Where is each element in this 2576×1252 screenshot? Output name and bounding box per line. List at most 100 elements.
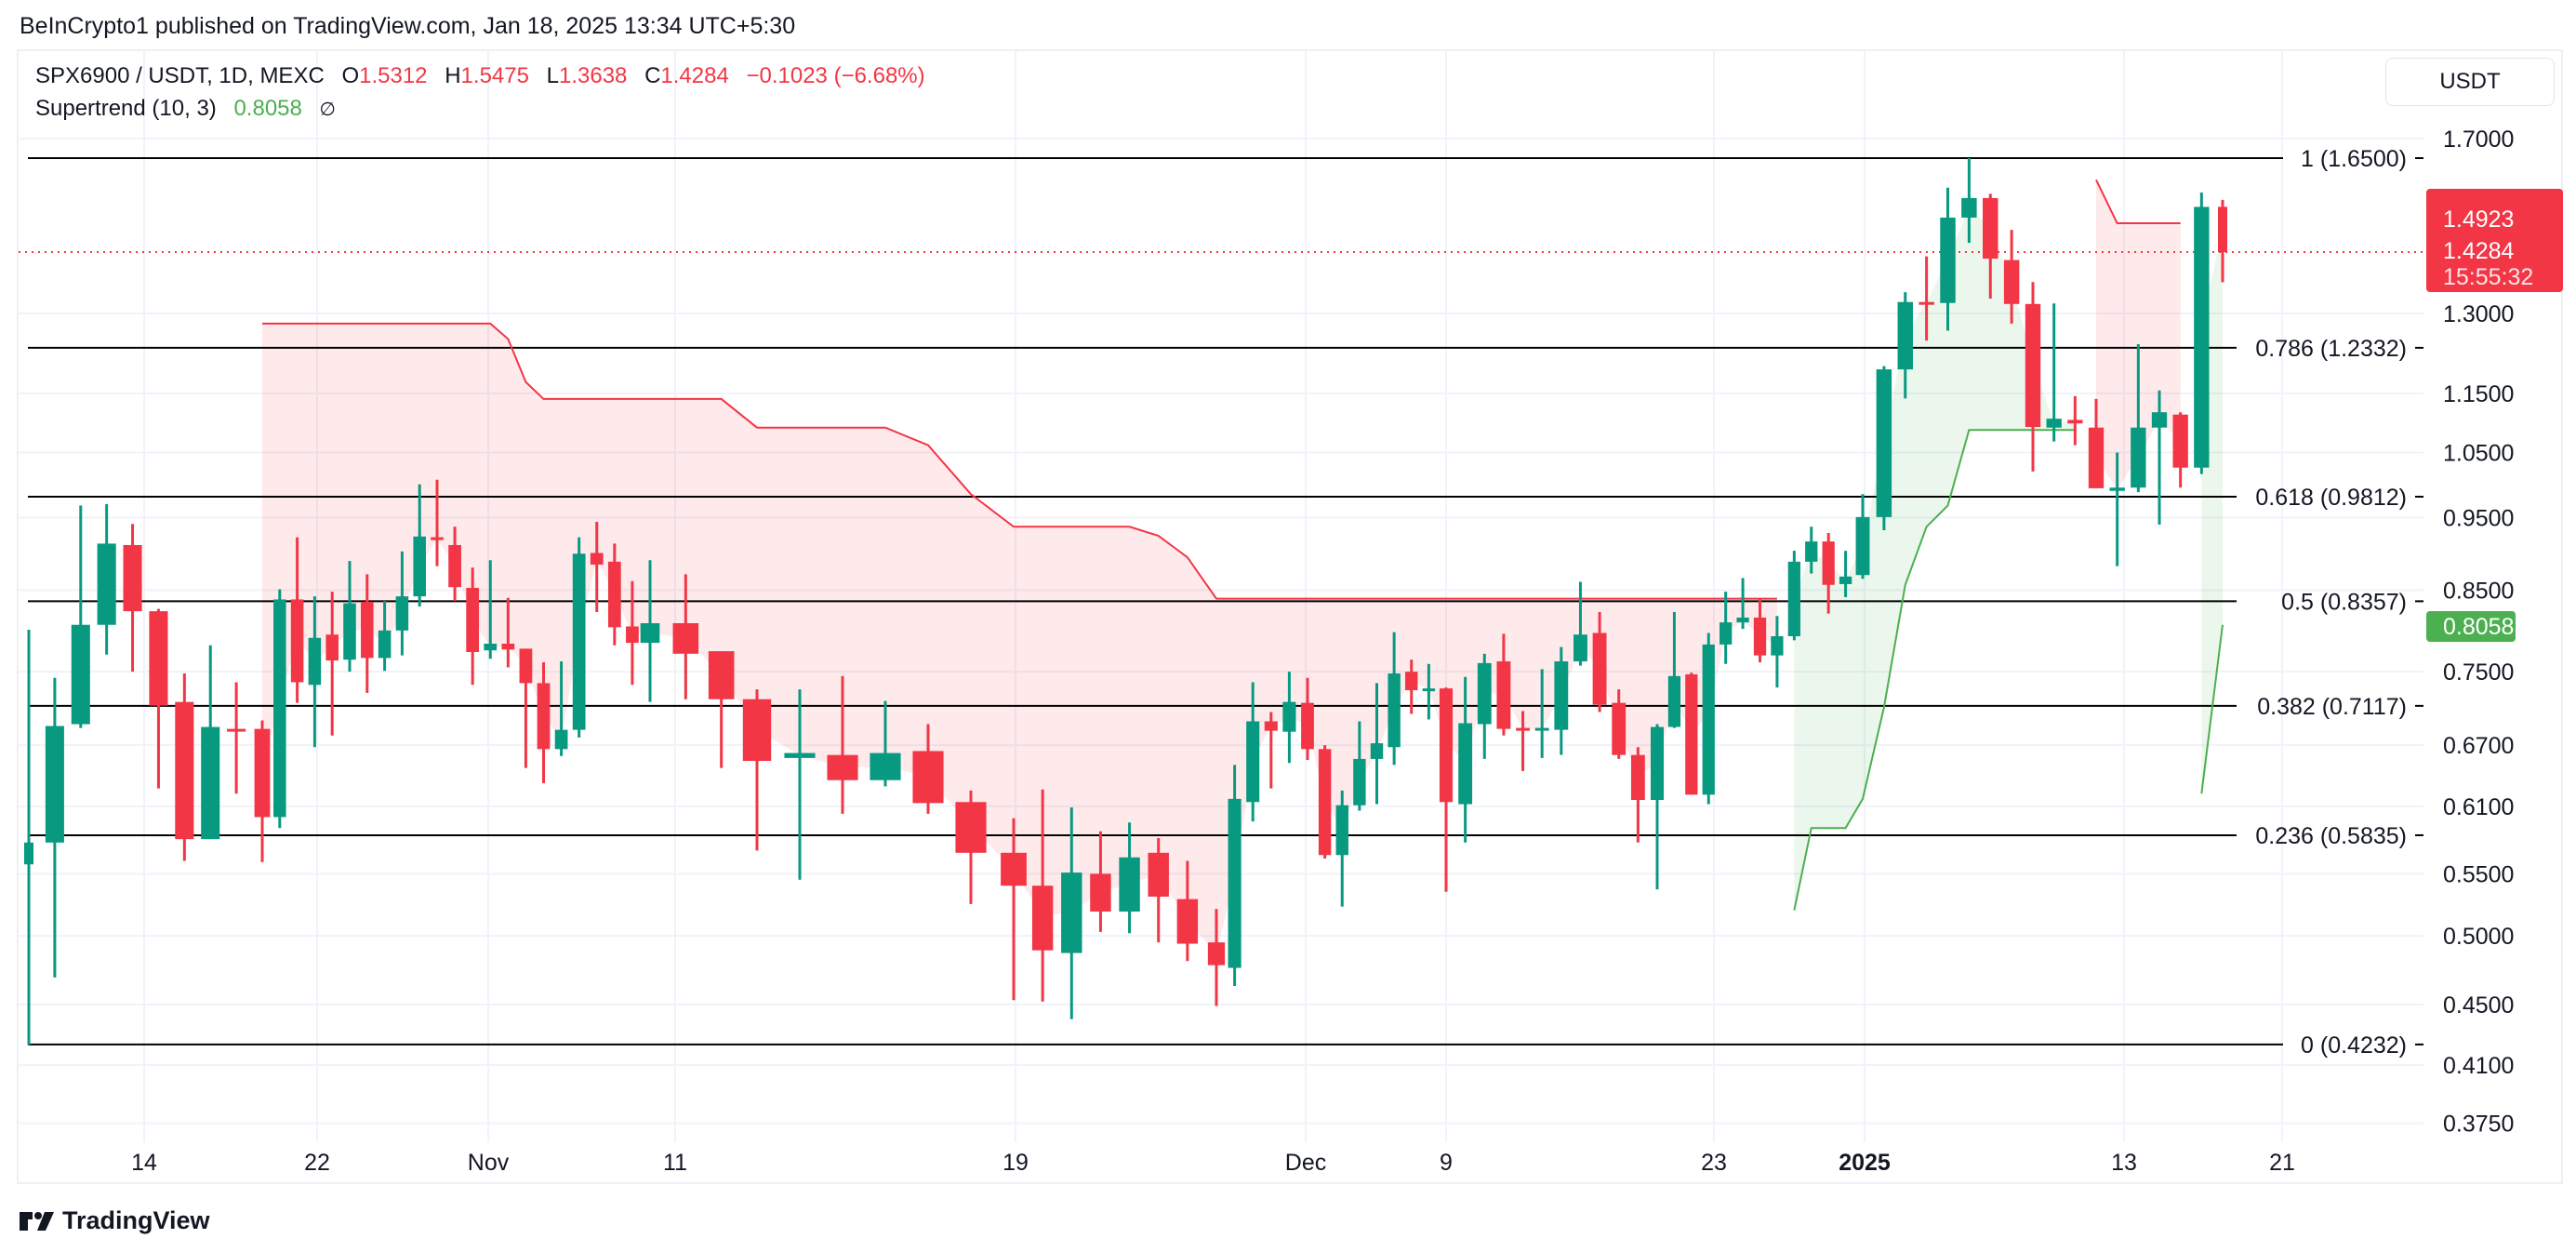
candle[interactable] <box>466 567 480 686</box>
candle[interactable] <box>708 651 735 768</box>
candle[interactable] <box>1961 158 1977 243</box>
candle[interactable] <box>955 790 987 904</box>
candle[interactable] <box>1876 366 1892 531</box>
candle[interactable] <box>149 608 168 789</box>
candle[interactable] <box>912 724 944 814</box>
currency-button[interactable]: USDT <box>2385 58 2555 106</box>
candle[interactable] <box>1897 292 1913 399</box>
candle[interactable] <box>2003 230 2020 324</box>
candle[interactable] <box>1148 837 1169 943</box>
candle[interactable] <box>290 537 304 703</box>
candle[interactable] <box>1061 806 1082 1019</box>
candle[interactable] <box>607 543 621 646</box>
candle[interactable] <box>97 504 116 655</box>
candle[interactable] <box>1855 494 1870 579</box>
candle[interactable] <box>1353 721 1366 811</box>
candle[interactable] <box>1439 687 1454 892</box>
candle[interactable] <box>554 661 568 756</box>
candle[interactable] <box>672 574 699 699</box>
candle[interactable] <box>1370 683 1384 805</box>
candle[interactable] <box>519 648 533 768</box>
candle[interactable] <box>1630 747 1645 843</box>
candle[interactable] <box>395 551 409 656</box>
candle[interactable] <box>1335 790 1348 907</box>
candle[interactable] <box>378 601 392 672</box>
candle[interactable] <box>343 561 356 673</box>
candle[interactable] <box>2109 452 2125 566</box>
candle[interactable] <box>1753 599 1767 662</box>
candle[interactable] <box>1919 256 1934 341</box>
candle[interactable] <box>827 675 858 814</box>
candle[interactable] <box>1228 765 1242 986</box>
candle[interactable] <box>431 479 444 566</box>
candle[interactable] <box>784 689 816 880</box>
candle[interactable] <box>1496 633 1511 736</box>
candle[interactable] <box>1805 526 1818 574</box>
candle[interactable] <box>254 720 271 862</box>
candle[interactable] <box>1090 831 1111 932</box>
candle[interactable] <box>572 537 586 738</box>
candle[interactable] <box>23 629 34 1046</box>
candle[interactable] <box>484 560 498 659</box>
candle[interactable] <box>1839 551 1852 597</box>
candle[interactable] <box>2151 390 2168 526</box>
candle[interactable] <box>45 677 64 978</box>
candle[interactable] <box>1592 611 1607 713</box>
candle[interactable] <box>1667 611 1681 728</box>
candle[interactable] <box>71 505 90 728</box>
candle[interactable] <box>640 560 660 702</box>
candle[interactable] <box>1702 633 1715 805</box>
candle[interactable] <box>1458 676 1473 843</box>
candle[interactable] <box>2067 395 2083 446</box>
candle[interactable] <box>413 484 426 607</box>
candle[interactable] <box>227 682 246 794</box>
candle[interactable] <box>1264 712 1278 789</box>
candle[interactable] <box>273 589 286 829</box>
candle[interactable] <box>2025 282 2041 472</box>
candle[interactable] <box>123 524 142 673</box>
candle[interactable] <box>175 673 194 861</box>
candle[interactable] <box>1554 646 1569 755</box>
candle[interactable] <box>1176 860 1199 962</box>
candle[interactable] <box>1736 578 1749 630</box>
candle[interactable] <box>626 580 639 686</box>
candle[interactable] <box>2088 398 2105 488</box>
candle[interactable] <box>1282 672 1296 764</box>
candle[interactable] <box>742 689 772 851</box>
candle[interactable] <box>1534 669 1549 758</box>
candle[interactable] <box>2131 344 2146 493</box>
candle[interactable] <box>1207 909 1226 1006</box>
symbol-legend[interactable]: SPX6900 / USDT, 1D, MEXC O1.5312 H1.5475… <box>35 63 925 89</box>
candle[interactable] <box>1983 193 1998 299</box>
candle[interactable] <box>1246 682 1260 822</box>
candle[interactable] <box>1388 632 1401 766</box>
candle[interactable] <box>448 526 461 602</box>
hidden-values-icon[interactable]: ∅ <box>319 100 336 120</box>
candle[interactable] <box>870 700 901 787</box>
candle[interactable] <box>1771 616 1784 688</box>
candle[interactable] <box>1822 533 1835 614</box>
candle[interactable] <box>201 645 220 840</box>
candle[interactable] <box>2172 412 2188 488</box>
candle[interactable] <box>2046 303 2062 442</box>
candle[interactable] <box>1573 581 1587 666</box>
candle[interactable] <box>361 574 374 693</box>
candle[interactable] <box>1720 592 1733 664</box>
candle[interactable] <box>325 592 339 736</box>
candle[interactable] <box>1516 711 1530 771</box>
candle[interactable] <box>2218 199 2227 283</box>
candle[interactable] <box>1422 663 1436 720</box>
candle[interactable] <box>1001 818 1027 1001</box>
candle[interactable] <box>501 597 515 668</box>
candle[interactable] <box>1612 689 1627 759</box>
candle[interactable] <box>1477 653 1492 759</box>
indicator-legend[interactable]: Supertrend (10, 3) 0.8058 ∅ <box>35 96 336 122</box>
candle[interactable] <box>1301 677 1314 761</box>
candle[interactable] <box>1787 551 1800 641</box>
candle[interactable] <box>537 661 551 784</box>
candle[interactable] <box>308 596 322 748</box>
candle[interactable] <box>1685 673 1698 795</box>
candle[interactable] <box>1405 659 1418 714</box>
candle[interactable] <box>1318 745 1332 859</box>
